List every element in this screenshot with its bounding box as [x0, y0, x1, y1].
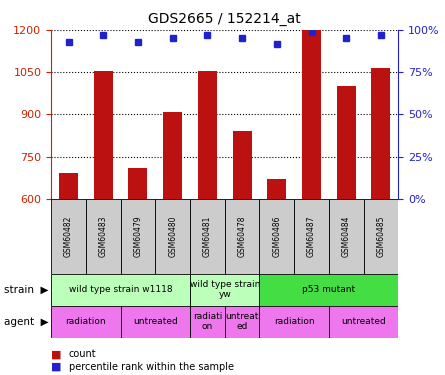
- Text: p53 mutant: p53 mutant: [302, 285, 356, 294]
- Bar: [329, 306, 398, 338]
- Text: agent  ▶: agent ▶: [4, 316, 49, 327]
- Bar: [190, 199, 225, 274]
- Bar: [294, 199, 329, 274]
- Text: percentile rank within the sample: percentile rank within the sample: [69, 362, 234, 372]
- Bar: [225, 199, 259, 274]
- Text: GSM60486: GSM60486: [272, 216, 281, 257]
- Bar: [372, 68, 390, 199]
- Text: GSM60481: GSM60481: [203, 216, 212, 257]
- Text: radiati
on: radiati on: [193, 312, 222, 331]
- Text: untreated: untreated: [341, 317, 386, 326]
- Bar: [59, 173, 78, 199]
- Text: GSM60478: GSM60478: [238, 216, 247, 257]
- Text: radiation: radiation: [65, 317, 106, 326]
- Bar: [302, 30, 321, 199]
- Text: GSM60482: GSM60482: [64, 216, 73, 257]
- Text: radiation: radiation: [274, 317, 315, 326]
- Bar: [121, 306, 190, 338]
- Title: GDS2665 / 152214_at: GDS2665 / 152214_at: [148, 12, 301, 26]
- Bar: [155, 199, 190, 274]
- Bar: [233, 131, 251, 199]
- Bar: [94, 71, 113, 199]
- Bar: [259, 199, 294, 274]
- Text: ■: ■: [51, 350, 62, 359]
- Text: GSM60479: GSM60479: [134, 215, 142, 257]
- Bar: [198, 71, 217, 199]
- Bar: [364, 199, 398, 274]
- Text: wild type strain w1118: wild type strain w1118: [69, 285, 172, 294]
- Bar: [190, 274, 259, 306]
- Text: strain  ▶: strain ▶: [4, 285, 49, 295]
- Text: wild type strain
yw: wild type strain yw: [190, 280, 260, 299]
- Bar: [51, 306, 121, 338]
- Text: ■: ■: [51, 362, 62, 372]
- Bar: [129, 168, 147, 199]
- Text: GSM60487: GSM60487: [307, 216, 316, 257]
- Text: count: count: [69, 350, 97, 359]
- Bar: [225, 306, 259, 338]
- Text: untreat
ed: untreat ed: [226, 312, 259, 331]
- Bar: [329, 199, 364, 274]
- Bar: [259, 274, 398, 306]
- Text: GSM60483: GSM60483: [99, 216, 108, 257]
- Bar: [259, 306, 329, 338]
- Bar: [337, 86, 356, 199]
- Text: GSM60484: GSM60484: [342, 216, 351, 257]
- Bar: [86, 199, 121, 274]
- Text: untreated: untreated: [133, 317, 178, 326]
- Text: GSM60480: GSM60480: [168, 216, 177, 257]
- Bar: [51, 199, 86, 274]
- Text: GSM60485: GSM60485: [376, 216, 385, 257]
- Bar: [267, 179, 286, 199]
- Bar: [190, 306, 225, 338]
- Bar: [163, 112, 182, 199]
- Bar: [51, 274, 190, 306]
- Bar: [121, 199, 155, 274]
